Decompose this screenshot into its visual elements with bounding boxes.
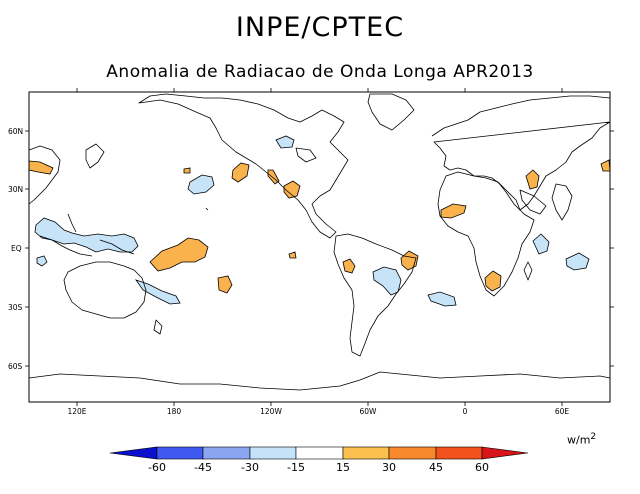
lat-tick-label: 30S — [8, 303, 23, 312]
anomaly-region — [565, 252, 590, 271]
lon-tick-label: 120W — [260, 407, 282, 416]
colorbar-label: 30 — [382, 461, 396, 474]
anomaly-region — [149, 237, 209, 272]
colorbar-segment — [202, 446, 251, 460]
colorbar-segment — [435, 446, 483, 460]
positive-anomaly-regions — [28, 159, 611, 294]
colorbar-label: -60 — [148, 461, 166, 474]
anomaly-region — [283, 180, 301, 199]
lon-tick-label: 120E — [67, 407, 86, 416]
colorbar-segment — [342, 446, 390, 460]
anomaly-region — [231, 162, 250, 183]
lat-tick-label: EQ — [11, 244, 22, 253]
colorbar-segment — [156, 446, 204, 460]
colorbar-label: 15 — [336, 461, 350, 474]
anomaly-region — [275, 135, 295, 149]
units-label: w/m — [567, 433, 591, 447]
anomaly-region — [427, 291, 457, 307]
colorbar-label: 45 — [429, 461, 443, 474]
colorbar-label: -30 — [241, 461, 259, 474]
anomaly-region — [183, 167, 191, 174]
colorbar-segment — [388, 446, 437, 460]
lon-tick-label: 60W — [360, 407, 378, 416]
lat-tick-label: 30N — [8, 185, 23, 194]
colorbar-label: -15 — [287, 461, 305, 474]
lon-tick-label: 0 — [463, 407, 468, 416]
lat-tick-label: 60N — [8, 127, 23, 136]
anomaly-region — [217, 275, 233, 294]
anomaly-region — [34, 217, 139, 253]
anomaly-region — [187, 174, 215, 195]
anomaly-region — [342, 258, 356, 274]
anomaly-region — [36, 255, 48, 267]
anomaly-region — [484, 270, 502, 292]
anomaly-region — [134, 279, 181, 305]
lat-tick-label: 60S — [8, 362, 23, 371]
colorbar-label: -45 — [194, 461, 212, 474]
colorbar-units: w/m2 — [567, 432, 596, 447]
coastlines — [28, 93, 611, 391]
colorbar-segment — [295, 446, 344, 460]
map-frame — [28, 91, 611, 403]
lon-tick-label: 180 — [167, 407, 182, 416]
lon-tick-label: 60E — [555, 407, 570, 416]
latitude-axis: 60N 30N EQ 30S 60S — [8, 127, 614, 371]
chart-subtitle: Anomalia de Radiacao de Onda Longa APR20… — [106, 62, 534, 82]
colorbar-label: 60 — [475, 461, 489, 474]
units-exponent: 2 — [590, 432, 597, 442]
anomaly-region — [288, 251, 297, 259]
colorbar-segment — [249, 446, 297, 460]
longitude-axis: 120E 180 120W 60W 0 60E — [67, 88, 569, 416]
chart-title: INPE/CPTEC — [235, 12, 405, 43]
anomaly-region — [532, 233, 550, 255]
colorbar-segment — [109, 446, 158, 460]
colorbar-segment — [481, 446, 529, 460]
colorbar: -60 -45 -30 -15 15 30 45 60 — [109, 446, 529, 474]
anomaly-region — [525, 169, 540, 190]
negative-anomaly-regions — [34, 135, 590, 307]
